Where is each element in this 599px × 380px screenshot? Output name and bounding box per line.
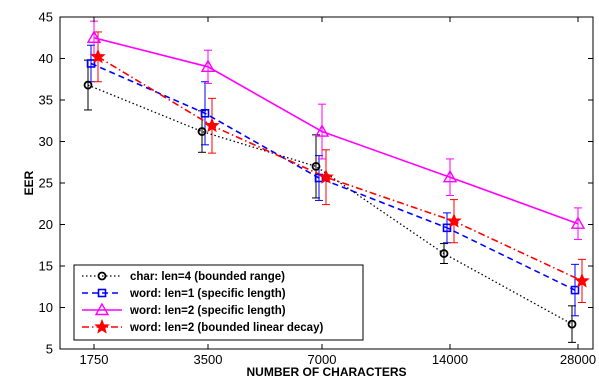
x-tick-label: 28000 [560, 352, 596, 367]
series-2-marker [200, 108, 210, 118]
y-tick-label: 5 [46, 342, 53, 357]
y-tick-label: 25 [39, 176, 53, 191]
series-markers [83, 30, 590, 329]
series-1-marker [439, 249, 449, 258]
y-tick-label: 10 [39, 300, 53, 315]
series-2-marker [442, 223, 452, 233]
series-4-line [97, 56, 583, 282]
series-3-marker [200, 59, 216, 73]
x-axis-title: NUMBER OF CHARACTERS [247, 365, 407, 379]
series-4-marker [574, 272, 590, 288]
series-4-marker [318, 169, 334, 184]
series-3-line [93, 37, 579, 225]
legend-label-2: word: len=1 (specific length) [129, 288, 286, 300]
series-3-marker [314, 124, 330, 137]
series-3-marker [86, 30, 102, 43]
series-3-marker [570, 216, 586, 229]
series-1-marker [197, 127, 207, 136]
y-axis-ticks: 5 10 15 20 25 30 35 40 45 [39, 10, 593, 357]
legend-label-3: word: len=2 (specific length) [129, 305, 286, 317]
series-lines [87, 37, 583, 325]
legend-box [73, 264, 364, 341]
series-3-marker [442, 169, 458, 183]
legend-label-4: word: len=2 (bounded linear decay) [129, 322, 323, 334]
x-tick-label: 1750 [80, 352, 109, 367]
y-tick-label: 20 [39, 217, 53, 232]
series-1-marker [83, 80, 93, 90]
series-2-marker [86, 59, 96, 68]
y-tick-label: 15 [39, 259, 53, 274]
legend-marker-3 [94, 302, 110, 316]
series-1-marker [311, 161, 321, 171]
y-axis-title: EER [22, 170, 36, 195]
legend-marker-2 [97, 288, 107, 298]
y-tick-label: 45 [39, 10, 53, 25]
series-4-marker [90, 48, 106, 64]
x-axis-ticks: 1750 3500 7000 14000 28000 [80, 17, 596, 367]
x-tick-label: 14000 [432, 352, 468, 367]
series-4-marker [446, 213, 462, 228]
y-tick-label: 40 [39, 51, 53, 66]
series-4-marker [204, 117, 220, 133]
x-tick-label: 3500 [194, 352, 223, 367]
legend-label-1: char: len=4 (bounded range) [130, 271, 285, 283]
y-tick-label: 35 [39, 93, 53, 108]
series-2-line [90, 62, 576, 291]
series-2-marker [570, 285, 580, 295]
x-tick-label: 7000 [308, 352, 337, 367]
y-tick-label: 30 [39, 134, 53, 149]
legend-marker-4 [94, 318, 110, 334]
legend: char: len=4 (bounded range) word: len=1 (… [73, 264, 364, 341]
series-1-marker [567, 319, 577, 329]
legend-marker-1 [97, 271, 107, 281]
